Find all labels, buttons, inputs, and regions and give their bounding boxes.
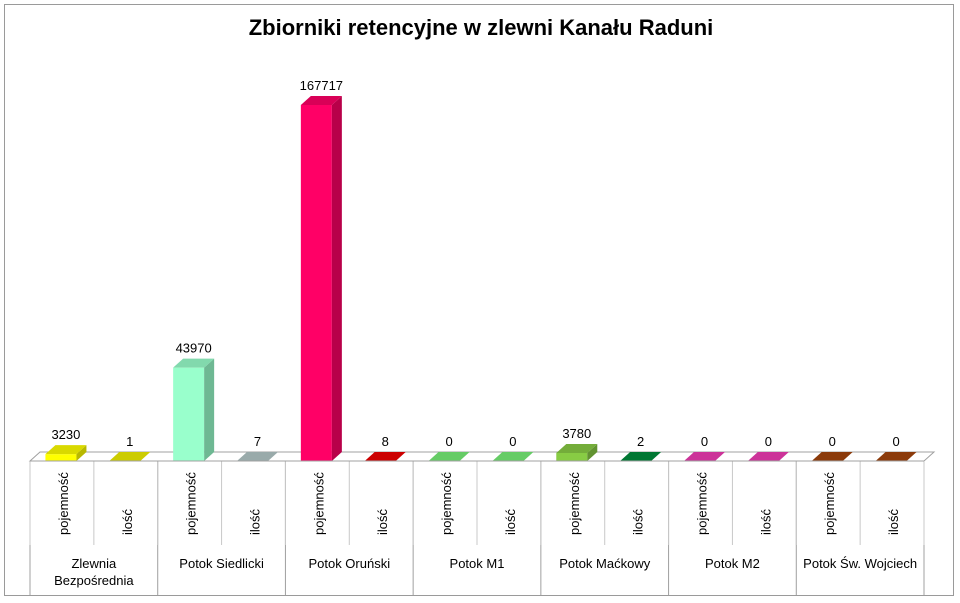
tick-label: ilość [503,508,518,535]
bar-top [620,451,662,461]
bar-top [45,445,87,455]
bar [875,452,917,461]
data-label: 3230 [51,427,80,442]
chart-floor-plane [28,451,936,462]
bar-top [811,452,853,461]
bar-top [747,452,789,461]
bar [620,451,662,461]
chart-frame: Zbiorniki retencyjne w zlewni Kanału Rad… [4,4,954,596]
bar-front [45,454,77,461]
group-label: Potok M1 [450,556,505,571]
chart-title: Zbiorniki retencyjne w zlewni Kanału Rad… [249,15,714,40]
data-label: 0 [765,434,772,449]
bar [492,452,534,461]
bar-top [300,96,342,105]
tick-label: ilość [120,508,135,535]
bar-top [428,452,470,461]
group-label: Potok Maćkowy [559,556,651,571]
bar-front [556,452,588,461]
tick-label: pojemność [184,472,199,535]
data-label: 1 [126,434,133,449]
data-label: 0 [701,434,708,449]
chart-floor [28,451,936,462]
tick-label: pojemność [822,472,837,535]
tick-label: ilość [886,508,901,535]
group-label: Potok Oruński [308,556,390,571]
bar-front [300,105,332,461]
bar [556,443,598,461]
data-label: 167717 [300,78,343,93]
bar-top [173,358,215,368]
group-label: Zlewnia [71,556,117,571]
bar-top [492,452,534,461]
bar-side [76,445,87,461]
data-label: 0 [892,434,899,449]
bar-top [364,451,406,461]
group-label: Potok Św. Wojciech [803,556,917,571]
data-label: 0 [829,434,836,449]
tick-label: pojemność [439,472,454,535]
group-label: Bezpośrednia [54,573,134,588]
tick-label: pojemność [567,472,582,535]
bar-side [331,96,342,461]
bar [173,358,215,461]
tick-label: ilość [758,508,773,535]
bar-top [109,451,151,461]
data-label: 8 [382,434,389,449]
bar [364,451,406,461]
bar [45,445,87,461]
tick-label: ilość [375,508,390,535]
bar [428,452,470,461]
bar-side [204,358,215,461]
category-axis: pojemność ilość Zlewnia Bezpośrednia pojemno… [29,460,925,595]
bar [747,452,789,461]
bar-side [587,443,598,461]
group-label: Potok Siedlicki [179,556,264,571]
data-label: 43970 [176,341,212,356]
bar-top [556,443,598,453]
group-label: Potok M2 [705,556,760,571]
tick-label: pojemność [56,472,71,535]
data-label: 7 [254,434,261,449]
data-labels: 3230 1 43970 7 167717 8 0 0 3780 2 0 0 0 0 [51,78,899,449]
data-label: 0 [509,434,516,449]
bar [109,451,151,461]
bar-top [875,452,917,461]
bar [237,451,278,461]
data-label: 0 [445,434,452,449]
bar-top [684,452,725,461]
bar-front [173,367,205,461]
tick-label: ilość [631,508,646,535]
tick-label: pojemność [695,472,710,535]
bar [300,96,342,461]
data-label: 2 [637,434,644,449]
chart-svg: Zbiorniki retencyjne w zlewni Kanału Rad… [28,15,936,595]
bar-top [237,451,278,461]
data-label: 3780 [562,426,591,441]
tick-label: pojemność [311,472,326,535]
bar [811,452,853,461]
tick-label: ilość [248,508,263,535]
chart-bars [45,96,917,461]
bar [684,452,725,461]
